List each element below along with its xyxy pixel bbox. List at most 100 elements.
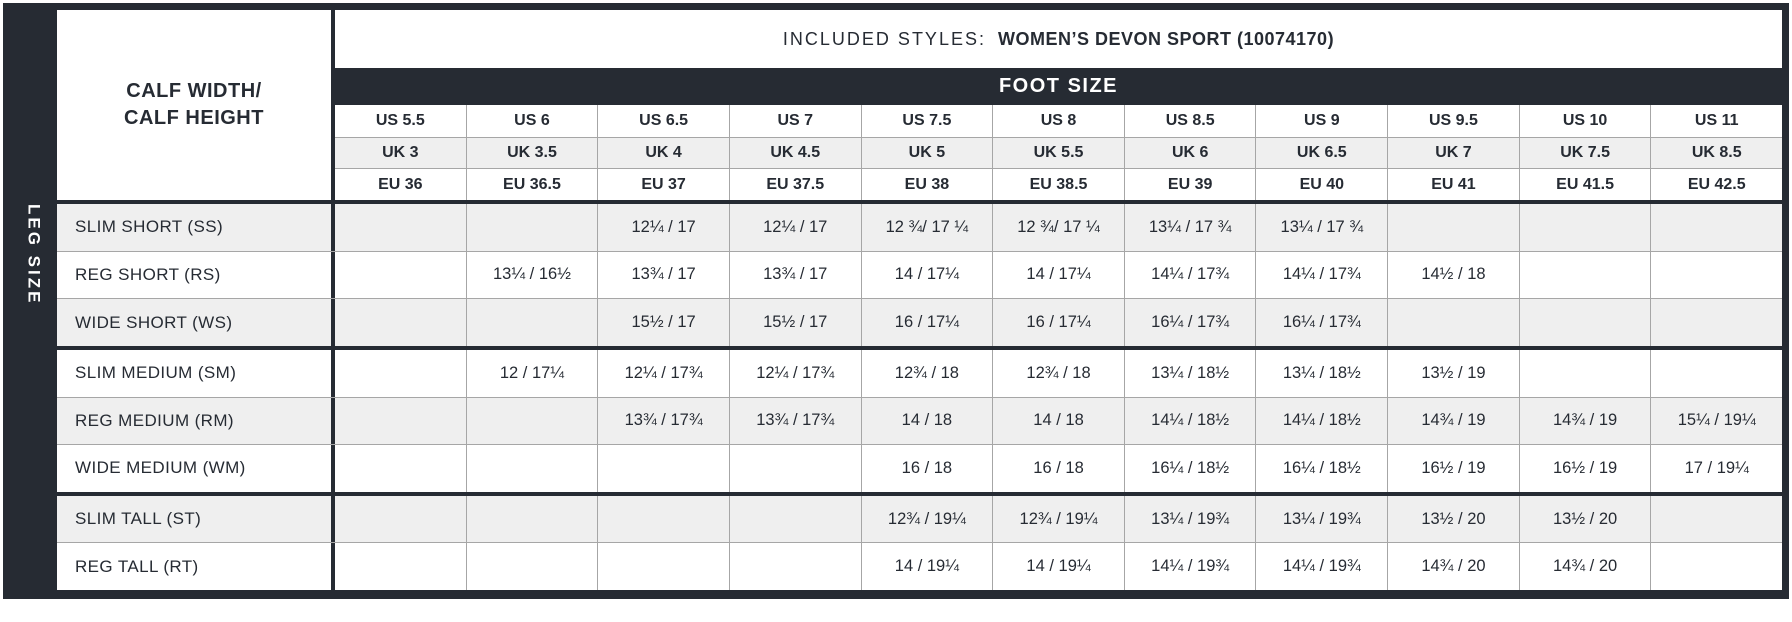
included-styles-row: INCLUDED STYLES: WOMEN’S DEVON SPORT (10… — [335, 10, 1782, 68]
size-cell: 15¼ / 19¼ — [1677, 411, 1756, 430]
size-cell: 13¾ / 17¾ — [730, 397, 862, 445]
size-cell: 14¾ / 20 — [1520, 543, 1652, 590]
foot-size-header-columns: INCLUDED STYLES: WOMEN’S DEVON SPORT (10… — [335, 10, 1783, 201]
size-cell: 14¼ / 17¾ — [1256, 251, 1389, 299]
size-cell — [335, 543, 467, 590]
size-cell: 15½ / 17 — [598, 299, 730, 346]
size-cell — [1520, 299, 1652, 346]
size-cell: 16¼ / 18½ — [1256, 445, 1389, 492]
row-label: WIDE MEDIUM (WM) — [57, 445, 335, 492]
eu-size-cell: EU 39 — [1124, 168, 1257, 201]
us-size-cell: US 10 — [1520, 105, 1652, 137]
uk-size-cell: UK 5.5 — [993, 136, 1125, 169]
eu-size-cell: EU 40 — [1256, 168, 1389, 201]
size-cell — [1651, 204, 1782, 251]
size-cell: 16¼ / 18½ — [1125, 445, 1257, 492]
table-row: WIDE SHORT (WS) 15½ / 17 15½ / 17 16 / 17¼ 1… — [57, 298, 1782, 346]
table-row: REG SHORT (RS) 13¼ / 16½ 13¾ / 17 13¾ / 17 1… — [57, 250, 1782, 299]
us-size-cell: US 8.5 — [1125, 105, 1257, 137]
size-cell — [335, 299, 467, 346]
size-cell: 16¼ / 17¾ — [1125, 299, 1257, 346]
size-cell: 14 / 19¼ — [993, 543, 1125, 590]
eu-size-cell: EU 42.5 — [1651, 168, 1783, 200]
table-row: SLIM SHORT (SS) 12¼ / 17 12¼ / 17 12 ¾/ 17 … — [57, 204, 1782, 251]
uk-size-cell: UK 7 — [1388, 136, 1520, 169]
us-size-cell: US 9 — [1256, 105, 1389, 137]
size-cell: 12¼ / 17¾ — [598, 349, 730, 397]
size-cell: 16 / 17¼ — [862, 299, 994, 346]
size-cell: 13¼ / 17 ¾ — [1125, 204, 1257, 251]
size-cell — [335, 349, 467, 397]
eu-size-cell: EU 38 — [861, 168, 994, 201]
uk-size-cell: UK 6 — [1124, 136, 1257, 169]
row-label: SLIM TALL (ST) — [57, 495, 335, 543]
row-label: SLIM MEDIUM (SM) — [57, 349, 335, 397]
uk-size-cell: UK 8.5 — [1651, 136, 1783, 169]
us-size-row: US 5.5 US 6 US 6.5 US 7 US 7.5 US 8 US 8.5 US 9… — [335, 105, 1782, 137]
size-cell: 13¼ / 17 ¾ — [1256, 204, 1389, 251]
size-cell — [598, 445, 730, 492]
size-cell: 14 / 18 — [862, 397, 994, 445]
size-cell — [730, 495, 862, 543]
eu-size-cell: EU 37 — [598, 168, 730, 201]
size-cell: 12¼ / 17 — [730, 204, 862, 251]
size-cell: 14 / 17¼ — [862, 251, 994, 299]
size-cell: 14¼ / 17¾ — [1125, 251, 1257, 299]
size-cell: 14¼ / 18½ — [1256, 397, 1389, 445]
size-cell: 14¾ / 19 — [1520, 397, 1652, 445]
size-cell: 15½ / 17 — [730, 299, 862, 346]
size-cell — [1651, 299, 1782, 346]
size-cell: 14¼ / 18½ — [1125, 397, 1257, 445]
size-cell — [1520, 204, 1652, 251]
us-size-cell: US 8 — [993, 105, 1125, 137]
size-cell: 14 / 19¼ — [862, 543, 994, 590]
size-cell: 12¼ / 17 — [598, 204, 730, 251]
row-label: REG SHORT (RS) — [57, 251, 335, 299]
table-row: WIDE MEDIUM (WM) 16 / 18 16 / 18 16¼ / 18½ 1… — [57, 444, 1782, 492]
size-cell: 12¾ / 18 — [862, 349, 994, 397]
size-cell: 12¾ / 19¼ — [862, 495, 994, 543]
us-size-cell: US 5.5 — [335, 105, 467, 137]
size-cell — [335, 204, 467, 251]
size-cell: 16½ / 19 — [1388, 445, 1520, 492]
us-size-cell: US 9.5 — [1388, 105, 1520, 137]
size-cell: 16 / 17¼ — [993, 299, 1125, 346]
uk-size-cell: UK 3 — [335, 136, 467, 169]
size-cell: 16 / 18 — [993, 445, 1125, 492]
size-cell — [467, 495, 599, 543]
size-cell — [1651, 252, 1782, 299]
uk-size-cell: UK 6.5 — [1256, 136, 1389, 169]
row-label: REG TALL (RT) — [57, 543, 335, 590]
table-row: REG TALL (RT) 14 / 19¼ 14 / 19¼ 14¼ / 19¾ 14… — [57, 542, 1782, 590]
size-cell: 13½ / 19 — [1388, 349, 1520, 397]
leg-size-label: LEG SIZE — [24, 204, 44, 306]
size-cell: 14 / 17¼ — [993, 251, 1125, 299]
eu-size-row: EU 36 EU 36.5 EU 37 EU 37.5 EU 38 EU 38.5 EU 3… — [335, 168, 1783, 201]
row-label: WIDE SHORT (WS) — [57, 299, 335, 346]
us-size-cell: US 6.5 — [598, 105, 730, 137]
eu-size-cell: EU 41 — [1388, 168, 1520, 201]
included-styles-label: INCLUDED STYLES: — [782, 28, 986, 49]
us-size-cell: US 7 — [730, 105, 862, 137]
us-size-cell: US 11 — [1694, 111, 1739, 129]
table-content: CALF WIDTH/ CALF HEIGHT INCLUDED STYLES:… — [57, 10, 1783, 590]
eu-size-cell: EU 37.5 — [729, 168, 862, 201]
included-styles-value: WOMEN’S DEVON SPORT (10074170) — [997, 28, 1335, 49]
size-cell: 13½ / 20 — [1388, 495, 1520, 543]
size-cell: 12 / 17¼ — [467, 349, 599, 397]
size-cell — [335, 397, 467, 445]
size-cell — [467, 397, 599, 445]
row-label: REG MEDIUM (RM) — [57, 397, 335, 445]
eu-size-cell: EU 41.5 — [1519, 168, 1652, 201]
size-cell: 12¾ / 18 — [993, 349, 1125, 397]
us-size-cell: US 6 — [467, 105, 599, 137]
eu-size-cell: EU 36.5 — [466, 168, 599, 201]
size-cell: 12¾ / 19¼ — [993, 495, 1125, 543]
size-cell: 12¼ / 17¾ — [730, 349, 862, 397]
uk-size-cell: UK 4 — [598, 136, 730, 169]
size-cell: 13¼ / 18½ — [1125, 349, 1257, 397]
size-cell — [598, 495, 730, 543]
uk-size-cell: UK 3.5 — [466, 136, 599, 169]
size-cell — [1520, 251, 1652, 299]
size-cell: 14¼ / 19¾ — [1125, 543, 1257, 590]
